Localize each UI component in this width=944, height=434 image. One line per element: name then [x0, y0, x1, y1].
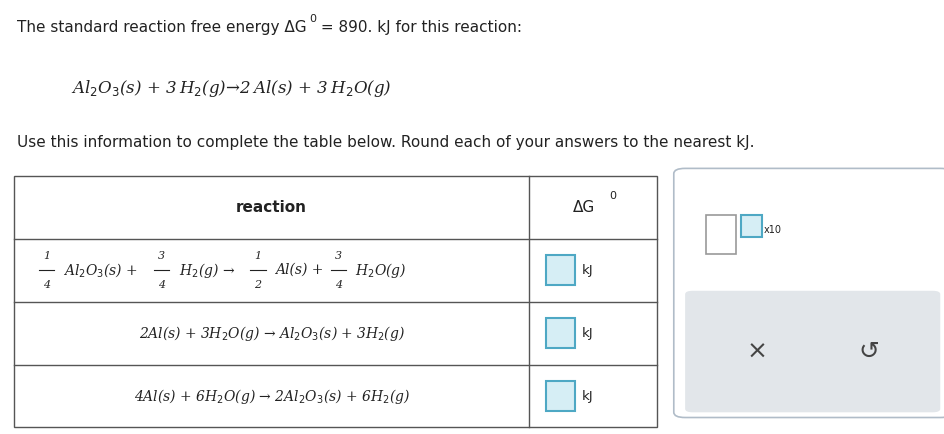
Text: Al(s) +: Al(s) + — [275, 263, 326, 277]
Bar — [14, 176, 656, 427]
Text: kJ: kJ — [582, 390, 593, 402]
Bar — [546, 381, 574, 411]
Bar — [546, 319, 574, 348]
Bar — [705, 215, 735, 254]
Text: 2: 2 — [254, 280, 261, 290]
Text: ΔG: ΔG — [572, 200, 594, 215]
Text: Al$_2$O$_3$(s) + 3 H$_2$(g)→2 Al(s) + 3 H$_2$O(g): Al$_2$O$_3$(s) + 3 H$_2$(g)→2 Al(s) + 3 … — [71, 78, 391, 99]
Text: 4: 4 — [334, 280, 342, 290]
Text: H$_2$(g) →: H$_2$(g) → — [178, 261, 235, 279]
Text: 4Al(s) + 6H$_2$O(g) → 2Al$_2$O$_3$(s) + 6H$_2$(g): 4Al(s) + 6H$_2$O(g) → 2Al$_2$O$_3$(s) + … — [133, 387, 410, 405]
Text: 3: 3 — [158, 250, 165, 260]
Text: ×: × — [745, 339, 767, 364]
Text: 0: 0 — [608, 191, 615, 201]
Text: 4: 4 — [42, 280, 50, 290]
Text: H$_2$O(g): H$_2$O(g) — [355, 261, 407, 279]
Text: = 890. kJ for this reaction:: = 890. kJ for this reaction: — [315, 20, 521, 35]
Text: The standard reaction free energy ΔG: The standard reaction free energy ΔG — [17, 20, 306, 35]
Text: 2Al(s) + 3H$_2$O(g) → Al$_2$O$_3$(s) + 3H$_2$(g): 2Al(s) + 3H$_2$O(g) → Al$_2$O$_3$(s) + 3… — [139, 324, 404, 342]
Bar — [546, 256, 574, 285]
Text: reaction: reaction — [236, 200, 307, 215]
Text: 0: 0 — [309, 14, 315, 24]
Text: 1: 1 — [254, 250, 261, 260]
Text: 1: 1 — [42, 250, 50, 260]
Text: 4: 4 — [158, 280, 165, 290]
FancyBboxPatch shape — [684, 291, 939, 412]
Text: kJ: kJ — [582, 264, 593, 276]
Text: Al$_2$O$_3$(s) +: Al$_2$O$_3$(s) + — [63, 261, 140, 279]
Text: 3: 3 — [334, 250, 342, 260]
FancyBboxPatch shape — [673, 168, 944, 418]
Text: kJ: kJ — [582, 327, 593, 339]
Text: ↺: ↺ — [857, 339, 879, 364]
Text: x10: x10 — [763, 225, 781, 235]
Bar — [740, 215, 761, 237]
Text: Use this information to complete the table below. Round each of your answers to : Use this information to complete the tab… — [17, 135, 753, 150]
